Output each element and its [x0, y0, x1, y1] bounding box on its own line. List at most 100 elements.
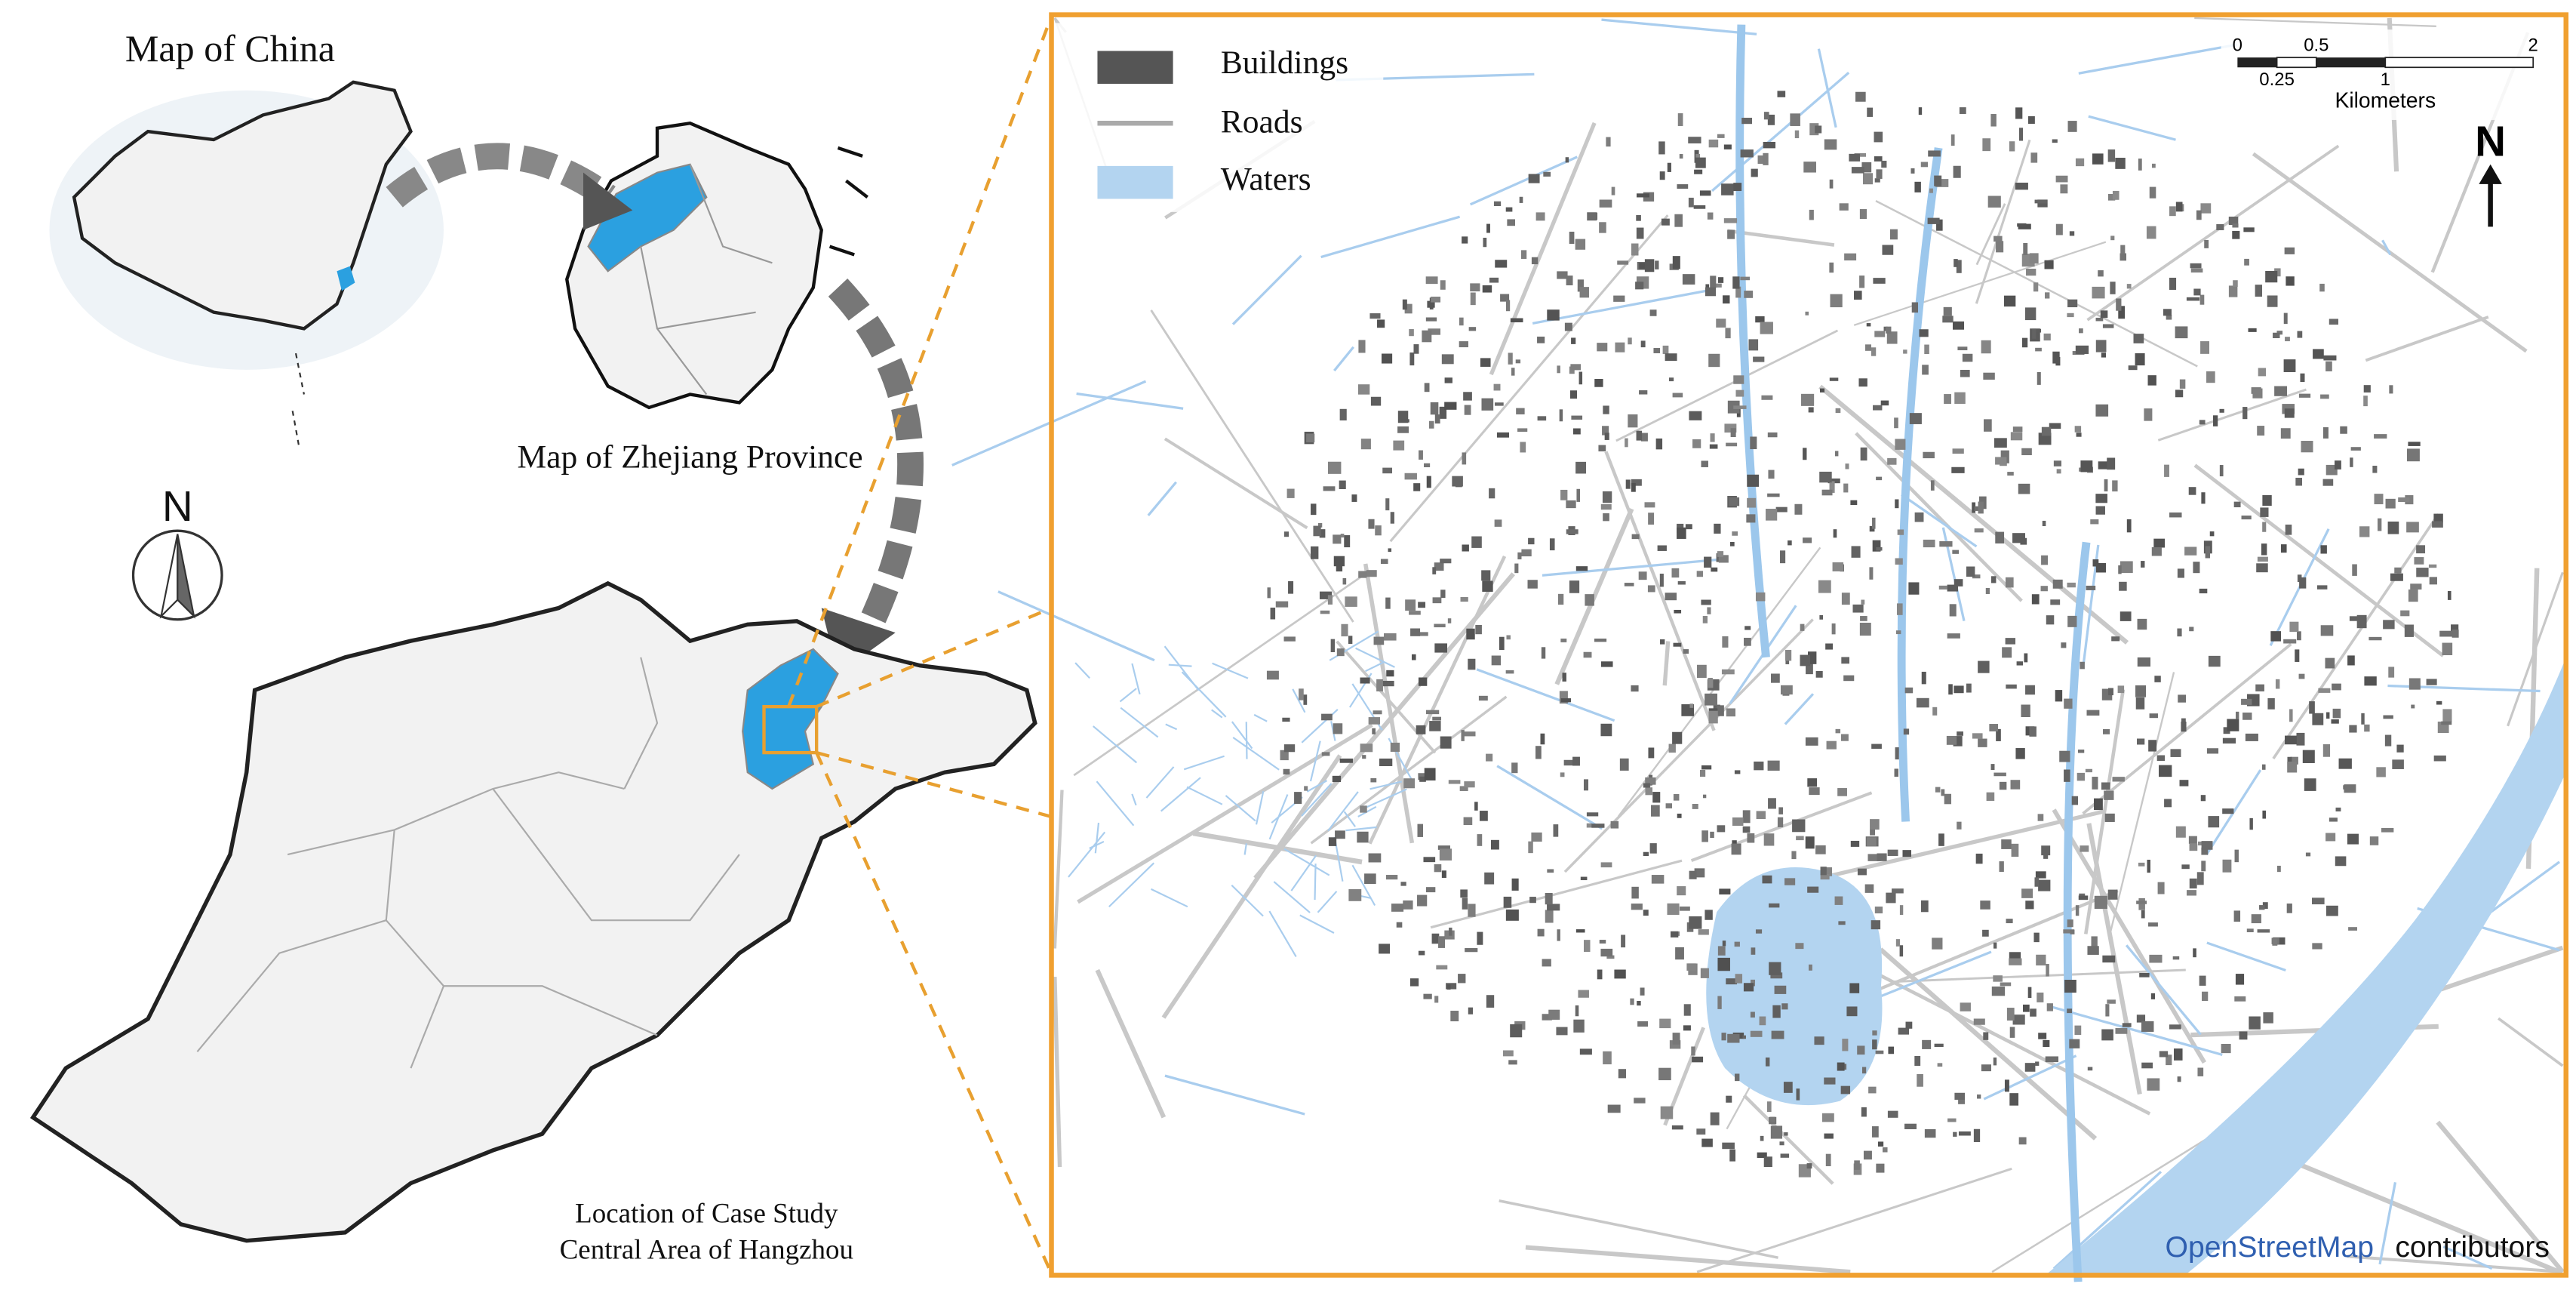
building	[1288, 580, 1294, 594]
building	[1306, 433, 1315, 443]
building	[1769, 903, 1780, 908]
building	[2107, 999, 2116, 1004]
building	[1489, 488, 1495, 499]
building	[1800, 654, 1810, 667]
building	[1603, 513, 1609, 522]
water-line	[1292, 688, 1306, 713]
building	[2009, 141, 2015, 152]
building	[1780, 1153, 1790, 1158]
building	[1319, 529, 1326, 538]
building	[1505, 207, 1513, 212]
compass-needle	[177, 534, 195, 619]
building	[2242, 407, 2248, 420]
building	[1493, 383, 1501, 391]
building	[2290, 756, 2298, 765]
building	[1345, 596, 1357, 607]
building	[1529, 897, 1536, 904]
building	[1460, 597, 1468, 602]
building	[1631, 685, 1639, 692]
water-line	[1309, 740, 1321, 782]
building	[1621, 934, 1626, 948]
building	[2187, 890, 2196, 896]
building	[1947, 633, 1960, 639]
building	[1563, 759, 1575, 766]
building	[2179, 780, 2189, 787]
building	[1283, 636, 1296, 642]
building	[2289, 621, 2299, 633]
building	[1619, 758, 1629, 771]
building	[1870, 819, 1880, 830]
building	[1710, 433, 1715, 442]
building	[1381, 353, 1393, 364]
building	[2389, 385, 2393, 394]
attribution-link[interactable]: OpenStreetMap	[2165, 1231, 2374, 1264]
building	[1733, 405, 1747, 409]
building	[1648, 513, 1655, 525]
road	[1742, 1094, 1834, 1185]
building	[1434, 643, 1448, 653]
building	[1520, 250, 1527, 259]
building	[1695, 157, 1706, 168]
building	[1791, 851, 1797, 860]
building	[1437, 845, 1450, 850]
building	[1704, 556, 1712, 568]
building	[2043, 1039, 2050, 1047]
building	[2043, 333, 2051, 341]
lake	[1706, 867, 1883, 1106]
water-line	[1165, 723, 1178, 731]
building	[1857, 868, 1867, 876]
road	[2436, 1120, 2565, 1274]
building	[1677, 184, 1689, 189]
building	[1449, 927, 1452, 936]
building	[1985, 587, 1990, 594]
building	[1689, 703, 1694, 708]
building	[2302, 750, 2315, 763]
building	[2067, 1008, 2073, 1014]
building	[2098, 270, 2104, 277]
building	[2118, 306, 2126, 319]
building	[2021, 704, 2030, 718]
building	[1826, 740, 1837, 750]
building	[2016, 661, 2024, 666]
building	[1881, 160, 1887, 168]
building	[1400, 882, 1406, 886]
building	[2298, 393, 2311, 398]
building	[2325, 833, 2336, 842]
building	[2098, 461, 2108, 470]
building	[1959, 107, 1966, 114]
building	[2046, 964, 2049, 977]
building	[1761, 395, 1773, 400]
building	[1827, 478, 1840, 484]
legend-label: Waters	[1221, 162, 1311, 198]
building	[1416, 725, 1426, 734]
building	[2080, 661, 2085, 670]
building	[1375, 525, 1382, 536]
building	[1867, 107, 1874, 117]
building	[1275, 601, 1289, 608]
building	[2325, 657, 2335, 669]
building	[1937, 1063, 1943, 1067]
building	[2320, 625, 2334, 636]
scale-segment	[2276, 57, 2317, 69]
building	[1714, 523, 1721, 534]
zhejiang-title: Map of Zhejiang Province	[517, 439, 862, 476]
building	[1553, 824, 1559, 837]
building	[2296, 732, 2305, 746]
building	[1578, 990, 1589, 998]
building	[1868, 1086, 1877, 1094]
building	[1882, 245, 1894, 255]
building	[2108, 688, 2113, 696]
building	[2152, 163, 2156, 168]
building	[2322, 744, 2331, 757]
building	[1694, 169, 1703, 174]
building	[1677, 886, 1686, 896]
water-line	[1476, 668, 1615, 722]
water-line	[1243, 843, 1247, 855]
building	[2335, 856, 2347, 867]
building	[2074, 426, 2082, 433]
building	[1649, 843, 1657, 854]
building	[2289, 709, 2293, 722]
building	[2309, 701, 2315, 714]
building	[1600, 862, 1612, 868]
building	[1685, 524, 1692, 530]
